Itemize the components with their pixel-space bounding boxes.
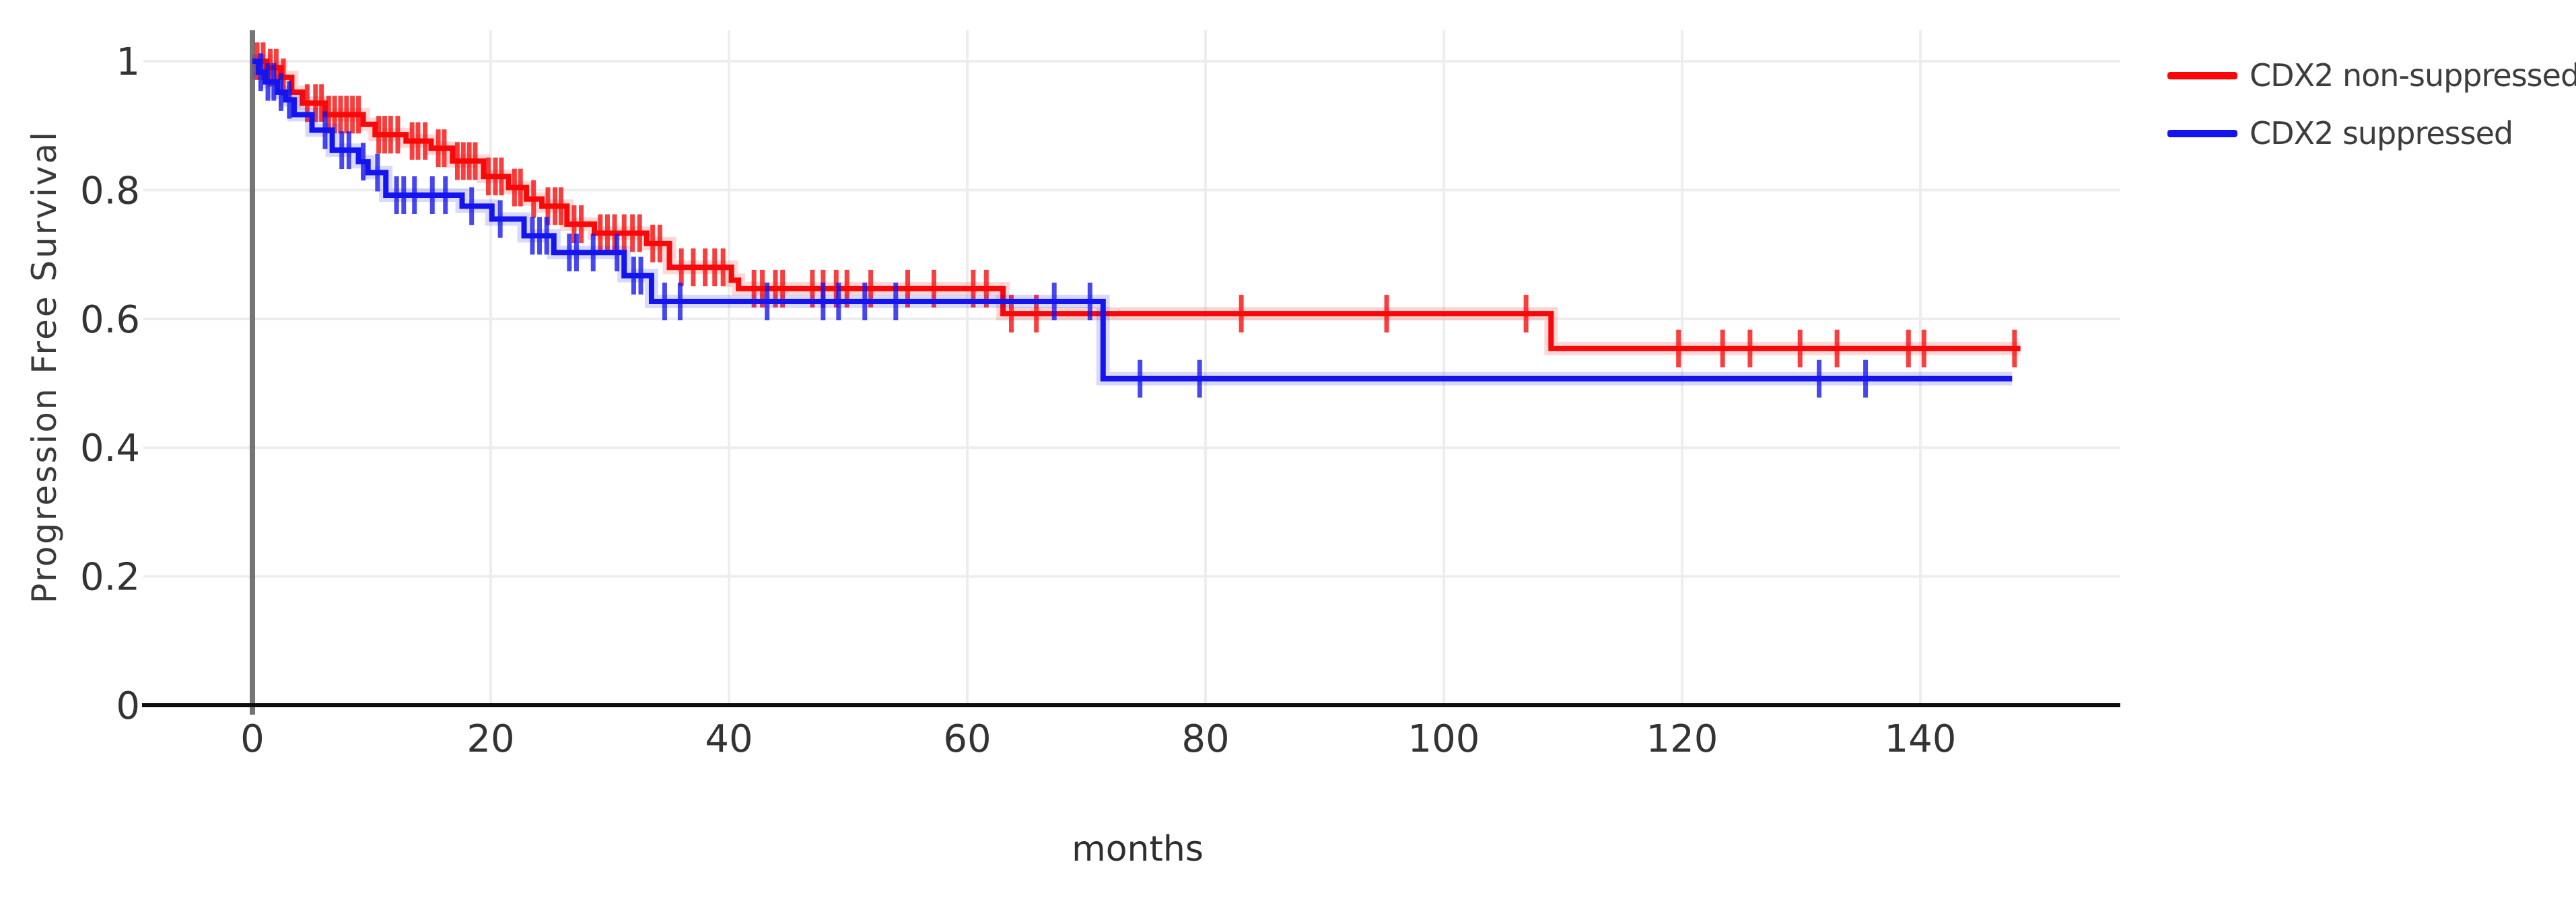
x-tick-label: 140 xyxy=(1885,717,1957,761)
legend-item-non-suppressed: CDX2 non-suppressed xyxy=(2167,57,2576,94)
x-axis-title: months xyxy=(1072,829,1204,869)
survival-curve-non-suppressed xyxy=(252,59,2021,351)
y-tick-label: 1 xyxy=(116,40,140,84)
legend-label-suppressed: CDX2 suppressed xyxy=(2250,115,2513,151)
legend-line-swatch-red-icon xyxy=(2167,71,2237,79)
x-tick-label: 40 xyxy=(705,717,753,761)
y-tick-label: 0.8 xyxy=(80,169,140,213)
y-axis-title: Progression Free Survival xyxy=(25,129,64,604)
legend-item-suppressed: CDX2 suppressed xyxy=(2167,114,2576,152)
y-tick-label: 0.6 xyxy=(80,298,140,342)
x-tick-label: 120 xyxy=(1646,717,1718,761)
y-tick-label: 0.4 xyxy=(80,427,140,470)
survival-curve-non-suppressed-halo xyxy=(252,55,2021,355)
legend-label-non-suppressed: CDX2 non-suppressed xyxy=(2250,57,2576,94)
x-tick-label: 0 xyxy=(240,717,265,761)
legend-line-swatch-blue-icon xyxy=(2167,129,2237,137)
x-tick-label: 100 xyxy=(1408,717,1480,761)
legend: CDX2 non-suppressed CDX2 suppressed xyxy=(2167,57,2576,172)
y-tick-label: 0 xyxy=(116,684,140,728)
x-tick-label: 80 xyxy=(1181,717,1229,761)
x-tick-label: 60 xyxy=(943,717,991,761)
y-tick-label: 0.2 xyxy=(80,556,140,600)
survival-curve-suppressed xyxy=(252,59,2013,382)
x-tick-label: 20 xyxy=(466,717,514,761)
